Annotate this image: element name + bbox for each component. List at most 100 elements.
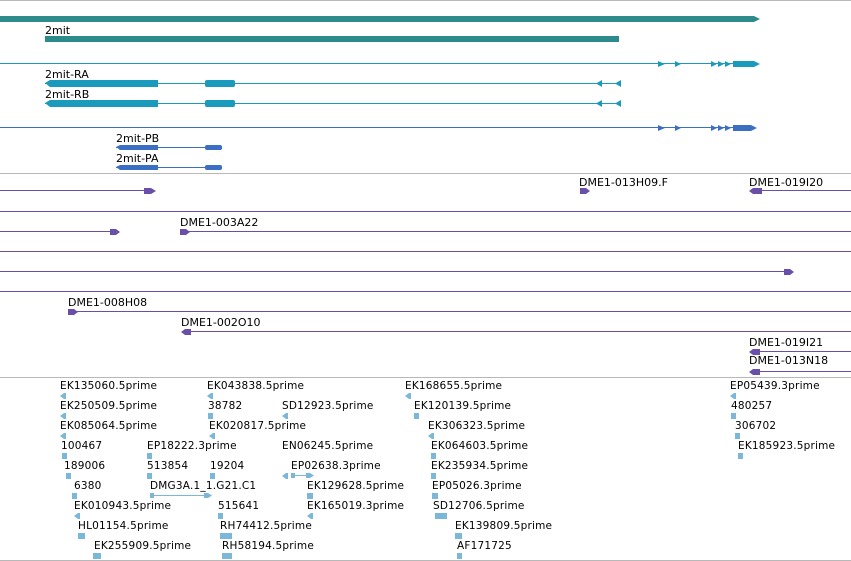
- est-label: EK235934.5prime: [431, 460, 529, 472]
- est-glyph[interactable]: [208, 413, 213, 419]
- clone-end[interactable]: [144, 188, 156, 194]
- est-glyph[interactable]: [431, 473, 436, 479]
- est-label: RH58194.5prime: [222, 540, 314, 552]
- exon-block: [733, 61, 760, 67]
- clone-track: [0, 188, 851, 375]
- est-label: 189006: [64, 460, 106, 472]
- exon-marker: [725, 125, 731, 131]
- est-glyph[interactable]: [738, 453, 743, 459]
- est-label: EK064603.5prime: [431, 440, 529, 452]
- est-label: EK165019.3prime: [307, 500, 405, 512]
- est-label: EK185923.5prime: [738, 440, 836, 452]
- exon-marker: [658, 125, 665, 131]
- est-glyph[interactable]: [455, 533, 462, 539]
- est-label: EK135060.5prime: [60, 380, 158, 392]
- est-label: EK010943.5prime: [74, 500, 172, 512]
- est-label: 100467: [61, 440, 103, 452]
- exon-block: [733, 125, 757, 131]
- est-glyph[interactable]: [414, 413, 419, 419]
- transcript-2mit-PB[interactable]: [116, 145, 222, 150]
- est-label: 19204: [210, 460, 245, 472]
- clone-DME1-019I20[interactable]: [749, 188, 762, 194]
- clone-label: DME1-003A22: [180, 216, 259, 229]
- est-label: EK168655.5prime: [405, 380, 503, 392]
- exon-marker: [725, 61, 731, 67]
- clone-DME1-013N18[interactable]: [749, 369, 760, 375]
- clone-label: DME1-013H09.F: [579, 176, 668, 189]
- est-glyph[interactable]: [218, 513, 223, 519]
- est-glyph[interactable]: [730, 393, 736, 399]
- est-glyph[interactable]: [150, 493, 154, 498]
- clone-DME1-002O10[interactable]: [181, 329, 191, 335]
- gene-track: [0, 16, 760, 42]
- est-glyph[interactable]: [60, 413, 66, 419]
- est-glyph[interactable]: [282, 473, 288, 479]
- est-label: EK250509.5prime: [60, 400, 158, 412]
- clone-label: DME1-008H08: [68, 296, 148, 309]
- est-label: EK120139.5prime: [414, 400, 512, 412]
- est-glyph[interactable]: [222, 553, 232, 559]
- est-glyph[interactable]: [432, 493, 438, 499]
- est-label: EK085064.5prime: [60, 420, 158, 432]
- est-label: EK306323.5prime: [428, 420, 526, 432]
- est-glyph[interactable]: [62, 453, 67, 459]
- est-glyph[interactable]: [405, 393, 411, 399]
- transcript-label-ra: 2mit-RA: [45, 68, 89, 81]
- exon-marker: [711, 125, 717, 131]
- est-label: 6380: [74, 480, 102, 492]
- est-glyph[interactable]: [60, 393, 66, 399]
- est-glyph[interactable]: [457, 553, 462, 559]
- exon-marker: [658, 61, 665, 67]
- clone-end[interactable]: [784, 269, 794, 275]
- est-label: AF171725: [457, 540, 512, 552]
- est-glyph[interactable]: [307, 493, 313, 499]
- est-glyph[interactable]: [147, 453, 152, 459]
- est-glyph[interactable]: [78, 533, 85, 539]
- est-glyph[interactable]: [72, 493, 77, 499]
- gene-2mit-feature[interactable]: [45, 36, 619, 42]
- est-glyph[interactable]: [731, 413, 736, 419]
- est-glyph[interactable]: [307, 513, 313, 519]
- gene-span-bar[interactable]: [0, 16, 760, 22]
- est-glyph[interactable]: [74, 513, 80, 519]
- est-label: EP18222.3prime: [147, 440, 237, 452]
- est-glyph[interactable]: [147, 473, 152, 479]
- clone-DME1-013H09.F[interactable]: [580, 188, 590, 194]
- est-glyph[interactable]: [431, 453, 436, 459]
- est-glyph[interactable]: [210, 473, 215, 479]
- est-glyph[interactable]: [93, 553, 101, 559]
- exon-marker: [711, 61, 717, 67]
- est-glyph[interactable]: [435, 513, 447, 519]
- transcript-track-2: [0, 125, 757, 170]
- clone-DME1-008H08[interactable]: [68, 309, 78, 315]
- est-glyph[interactable]: [204, 493, 212, 498]
- est-glyph[interactable]: [306, 473, 314, 478]
- est-glyph[interactable]: [60, 433, 66, 439]
- clone-end[interactable]: [110, 229, 120, 235]
- est-track: [60, 393, 743, 559]
- clone-label: DME1-019I21: [749, 336, 824, 349]
- est-glyph[interactable]: [428, 433, 434, 439]
- est-label: 38782: [208, 400, 243, 412]
- est-glyph[interactable]: [66, 473, 71, 479]
- est-glyph[interactable]: [282, 413, 288, 419]
- est-glyph[interactable]: [220, 533, 232, 539]
- exon-marker: [718, 61, 724, 67]
- transcript-2mit-PA[interactable]: [116, 165, 222, 170]
- est-label: 480257: [731, 400, 773, 412]
- est-glyph[interactable]: [207, 393, 213, 399]
- est-label: EK020817.5prime: [209, 420, 307, 432]
- transcript-label-pa: 2mit-PA: [116, 152, 159, 165]
- transcript-2mit-RB[interactable]: [45, 100, 621, 107]
- est-glyph[interactable]: [735, 433, 740, 439]
- clone-DME1-019I21[interactable]: [749, 349, 760, 355]
- transcript-track-1: [0, 61, 760, 107]
- transcript-2mit-RA[interactable]: [45, 80, 621, 87]
- est-label: EP05439.3prime: [730, 380, 820, 392]
- est-label: EN06245.5prime: [282, 440, 374, 452]
- est-glyph[interactable]: [209, 433, 215, 439]
- est-glyph[interactable]: [291, 473, 295, 478]
- clone-DME1-003A22[interactable]: [180, 229, 190, 235]
